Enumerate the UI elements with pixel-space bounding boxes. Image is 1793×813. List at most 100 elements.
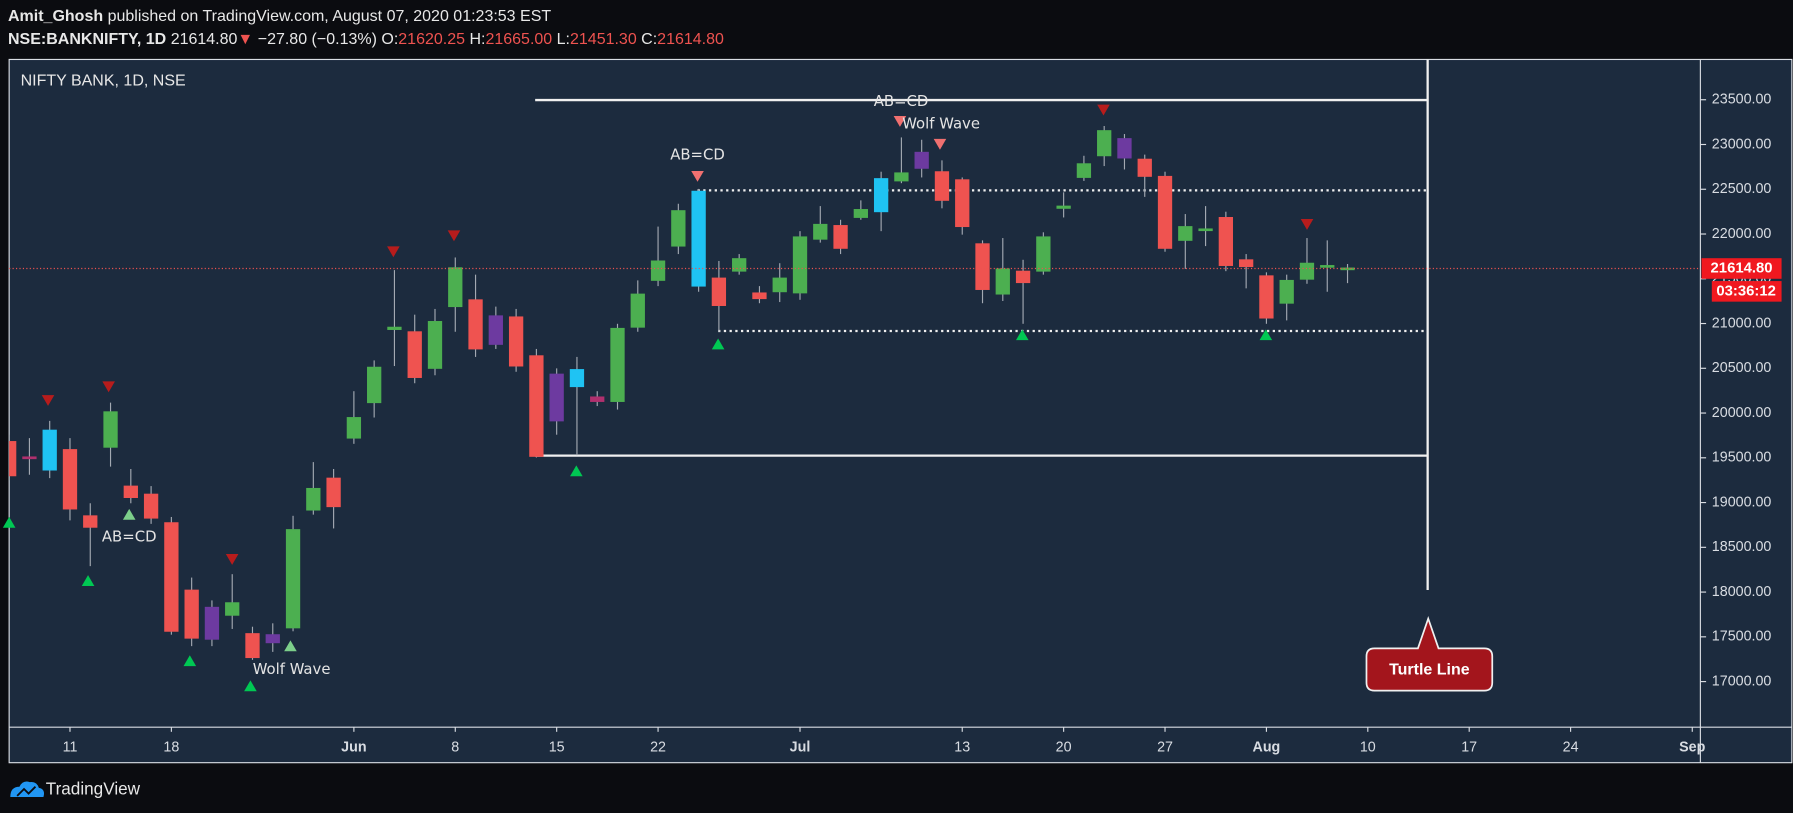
candle-body bbox=[1036, 236, 1051, 272]
candle-body bbox=[245, 633, 260, 659]
annotation: Wolf Wave bbox=[902, 115, 980, 133]
y-tick-label: 22000.00 bbox=[1712, 226, 1772, 242]
candle-body bbox=[42, 429, 57, 471]
published: published on TradingView.com, August 07,… bbox=[103, 8, 551, 25]
candle-body bbox=[488, 315, 503, 345]
x-tick-label: 13 bbox=[954, 740, 970, 756]
symbol-line: NSE:BANKNIFTY, 1D 21614.80▼ −27.80 (−0.1… bbox=[8, 31, 724, 48]
candle-body bbox=[9, 441, 17, 477]
candle-body bbox=[123, 485, 138, 499]
chart-panel bbox=[8, 58, 1793, 764]
x-tick-label: 18 bbox=[163, 740, 179, 756]
footer: TradingView bbox=[10, 779, 141, 799]
candle-body bbox=[22, 456, 37, 460]
candle-body bbox=[285, 529, 301, 629]
candle-body bbox=[387, 326, 402, 330]
candle-body bbox=[1076, 163, 1092, 178]
change: −27.80 (−0.13%) bbox=[258, 31, 377, 48]
y-tick-label: 20500.00 bbox=[1712, 360, 1772, 376]
x-tick-label: 10 bbox=[1360, 740, 1376, 756]
candle-body bbox=[1056, 205, 1071, 209]
candle-body bbox=[975, 243, 990, 290]
candle-body bbox=[367, 366, 382, 404]
candle-body bbox=[164, 522, 179, 632]
candle-body bbox=[508, 316, 524, 367]
annotations: AB=CD Wolf Wave AB=CD AB=CD Wolf Wave Tu… bbox=[102, 92, 1494, 692]
countdown-box bbox=[1711, 281, 1782, 302]
y-tick-label: 18500.00 bbox=[1712, 539, 1772, 555]
x-tick-label: 27 bbox=[1157, 740, 1173, 756]
candle-body bbox=[83, 515, 98, 528]
y-tick-label: 20000.00 bbox=[1712, 405, 1772, 421]
candle-body bbox=[752, 292, 767, 300]
y-tick-label: 21000.00 bbox=[1712, 315, 1772, 331]
annotation: AB=CD bbox=[874, 92, 929, 110]
candle-body bbox=[225, 602, 240, 616]
countdown: 03:36:12 bbox=[1716, 283, 1775, 299]
candle-body bbox=[833, 225, 848, 249]
candle-body bbox=[143, 493, 159, 519]
callout-box bbox=[1365, 615, 1494, 692]
candle-body bbox=[1218, 216, 1234, 266]
candle-body bbox=[265, 634, 280, 644]
y-tick-label: 17000.00 bbox=[1712, 673, 1772, 689]
candle-body bbox=[873, 178, 889, 213]
candle-body bbox=[914, 151, 929, 169]
o-label: O: bbox=[381, 31, 398, 48]
symbol: NSE:BANKNIFTY, 1D bbox=[8, 31, 166, 48]
x-tick-label: Aug bbox=[1253, 740, 1281, 756]
h-value: 21665.00 bbox=[485, 31, 552, 48]
x-tick-label: Jun bbox=[341, 740, 366, 756]
c-label: C: bbox=[641, 31, 657, 48]
candle-body bbox=[326, 477, 341, 508]
candle-body bbox=[468, 299, 483, 350]
candle-body bbox=[1178, 226, 1193, 241]
x-tick-label: 22 bbox=[650, 740, 666, 756]
h-label: H: bbox=[469, 31, 485, 48]
c-value: 21614.80 bbox=[657, 31, 724, 48]
candle-body bbox=[1157, 175, 1173, 249]
y-tick-label: 23000.00 bbox=[1712, 136, 1772, 152]
callout-text: Turtle Line bbox=[1389, 661, 1470, 678]
l-value: 21451.30 bbox=[570, 31, 637, 48]
l-label: L: bbox=[557, 31, 570, 48]
candle-body bbox=[1279, 279, 1294, 304]
change-arrow: ▼ bbox=[237, 31, 253, 48]
candle-body bbox=[792, 236, 808, 294]
candle-body bbox=[813, 223, 828, 240]
candle-body bbox=[407, 331, 422, 378]
candle-body bbox=[590, 396, 605, 402]
candle-body bbox=[894, 172, 909, 182]
annotation: Wolf Wave bbox=[253, 660, 331, 678]
axes: 17000.00 17500.00 18000.00 18500.00 19000.00… bbox=[9, 92, 1782, 756]
y-tick-label: 19000.00 bbox=[1712, 494, 1772, 510]
candle-body bbox=[1320, 265, 1335, 268]
candle-body bbox=[204, 606, 220, 640]
candle-body bbox=[549, 373, 564, 422]
candle-body bbox=[569, 369, 585, 388]
last-price-label: 21614.80 bbox=[1711, 260, 1773, 276]
y-tick-label: 23500.00 bbox=[1712, 92, 1772, 108]
candle-body bbox=[184, 589, 199, 639]
candle-body bbox=[671, 210, 686, 247]
x-tick-label: Jul bbox=[790, 740, 811, 756]
candle-body bbox=[1137, 158, 1152, 177]
y-tick-label: 18000.00 bbox=[1712, 584, 1772, 600]
candle-body bbox=[1015, 270, 1031, 284]
y-tick-label: 17500.00 bbox=[1712, 629, 1772, 645]
candle-body bbox=[711, 277, 727, 306]
candle-body bbox=[1259, 275, 1274, 319]
candle-body bbox=[610, 327, 625, 402]
candle-body bbox=[1299, 262, 1315, 280]
o-value: 21620.25 bbox=[398, 31, 465, 48]
x-tick-label: 20 bbox=[1056, 740, 1072, 756]
x-tick-label: 15 bbox=[549, 740, 565, 756]
annotation: AB=CD bbox=[102, 527, 157, 545]
chart-title: NIFTY BANK, 1D, NSE bbox=[21, 72, 186, 89]
candle-body bbox=[346, 417, 362, 439]
last-price: 21614.80 bbox=[171, 31, 238, 48]
candle-body bbox=[630, 293, 645, 328]
candle-body bbox=[955, 179, 970, 228]
candle-body bbox=[306, 487, 321, 511]
